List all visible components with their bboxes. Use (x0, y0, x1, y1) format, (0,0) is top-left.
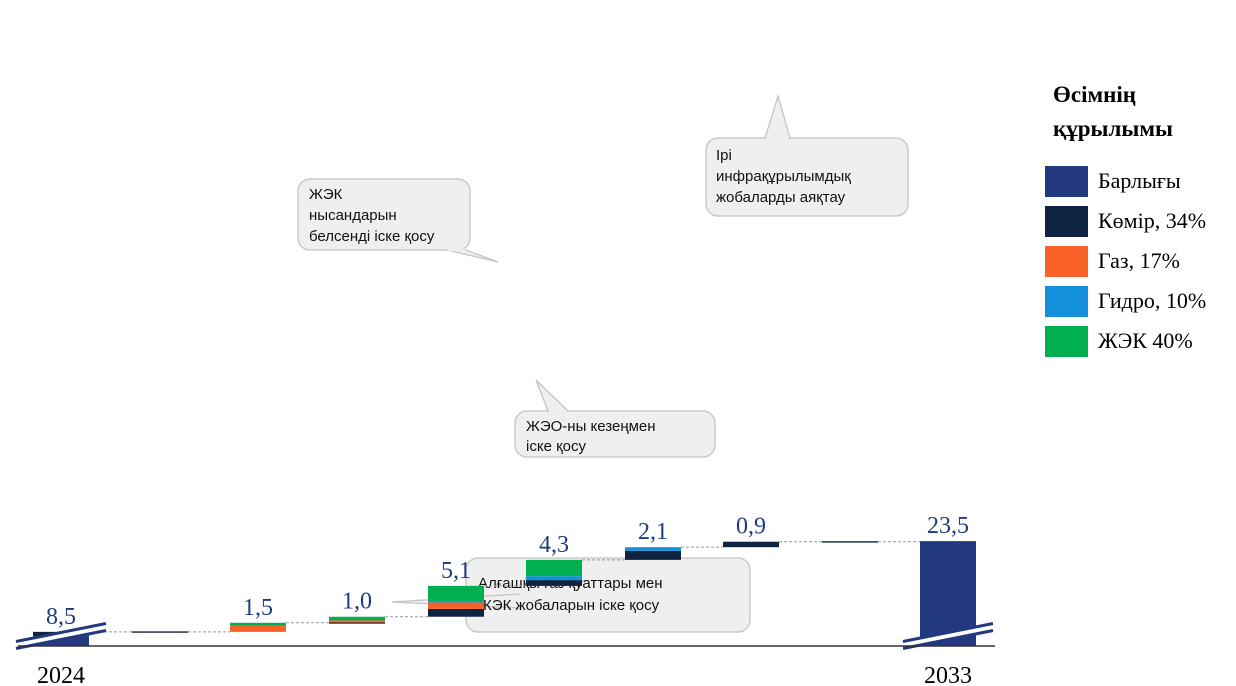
value-label: 1,5 (243, 595, 273, 621)
value-label: 5,1 (441, 558, 471, 584)
legend-swatch (1045, 165, 1088, 197)
callout: Ірі инфрақұрылымдық жобаларды аяқтау (705, 93, 909, 217)
legend-swatch (1045, 325, 1088, 357)
bar-segment-gas (230, 625, 286, 632)
legend-title: Өсімнің құрылымы (1053, 82, 1173, 141)
legend-items: Барлығы Көмір, 34% Газ, 17% Гидро, 10% ЖЭК 4… (1045, 164, 1235, 358)
bar-segment-hydro (526, 576, 582, 581)
bar-segment-hydro (428, 601, 484, 603)
bars (15, 541, 994, 650)
bar-segment-gas (428, 602, 484, 609)
callout-text: нысандарын (309, 207, 397, 224)
legend-label: Барлығы (1098, 168, 1181, 193)
x-tick-label: 2033 (924, 663, 972, 686)
value-label: 23,5 (927, 513, 969, 539)
callout-text: ЖЭК жобаларын іске қосу (478, 597, 660, 614)
legend-label: ЖЭК 40% (1098, 328, 1193, 353)
bar-segment-gas (329, 620, 385, 623)
bar-segment-res (230, 622, 286, 626)
callout: ЖЭК нысандарын белсенді іске қосу (297, 178, 499, 263)
legend-item: Барлығы (1045, 164, 1235, 198)
legend-swatch (1045, 245, 1088, 277)
callout: ЖЭО-ны кезеңмен іске қосу (514, 379, 716, 458)
bar-segment-coal (625, 550, 681, 560)
bar-segment-total (33, 636, 89, 646)
callout-text: іске қосу (526, 438, 586, 455)
bar-flat (132, 631, 188, 633)
bar-segment-coal (723, 541, 779, 548)
legend-label: Гидро, 10% (1098, 288, 1207, 313)
legend-label: Көмір, 34% (1098, 208, 1207, 233)
legend-item: Көмір, 34% (1045, 204, 1235, 238)
legend-item: Газ, 17% (1045, 244, 1235, 278)
legend: Өсімнің құрылымы Барлығы Көмір, 34% Газ, 1… (1045, 78, 1235, 364)
bar-segment-res (329, 616, 385, 621)
bar-segment-res (526, 559, 582, 577)
callout-text: жобаларды аяқтау (716, 189, 846, 206)
legend-swatch (1045, 205, 1088, 237)
bar-segment-res (428, 585, 484, 602)
x-tick-label: 2024 (37, 663, 85, 686)
legend-item: Гидро, 10% (1045, 284, 1235, 318)
bar-segment-coal (428, 608, 484, 617)
value-label: 1,0 (342, 589, 372, 615)
bar-segment-hydro (625, 547, 681, 551)
bar-segment-coal (329, 622, 385, 624)
value-label: 0,9 (736, 514, 766, 540)
value-label: 2,1 (638, 519, 668, 545)
callout-text: белсенді іске қосу (309, 228, 435, 245)
value-label: 4,3 (539, 532, 569, 558)
value-labels: 8,5 1,5 1,0 5,1 4,3 2,1 0,9 23,5 (46, 513, 969, 630)
callout-text: инфрақұрылымдық (716, 168, 851, 185)
bar-segment-coal (526, 580, 582, 586)
bar-flat (822, 541, 878, 543)
legend-swatch (1045, 285, 1088, 317)
callout-text: ЖЭО-ны кезеңмен (526, 418, 656, 435)
legend-item: ЖЭК 40% (1045, 324, 1235, 358)
callout-text: Ірі (716, 147, 732, 164)
callout-text: ЖЭК (309, 186, 343, 203)
x-tick-labels: 2024 2033 (37, 663, 972, 686)
value-label: 8,5 (46, 604, 76, 630)
legend-label: Газ, 17% (1098, 248, 1180, 273)
